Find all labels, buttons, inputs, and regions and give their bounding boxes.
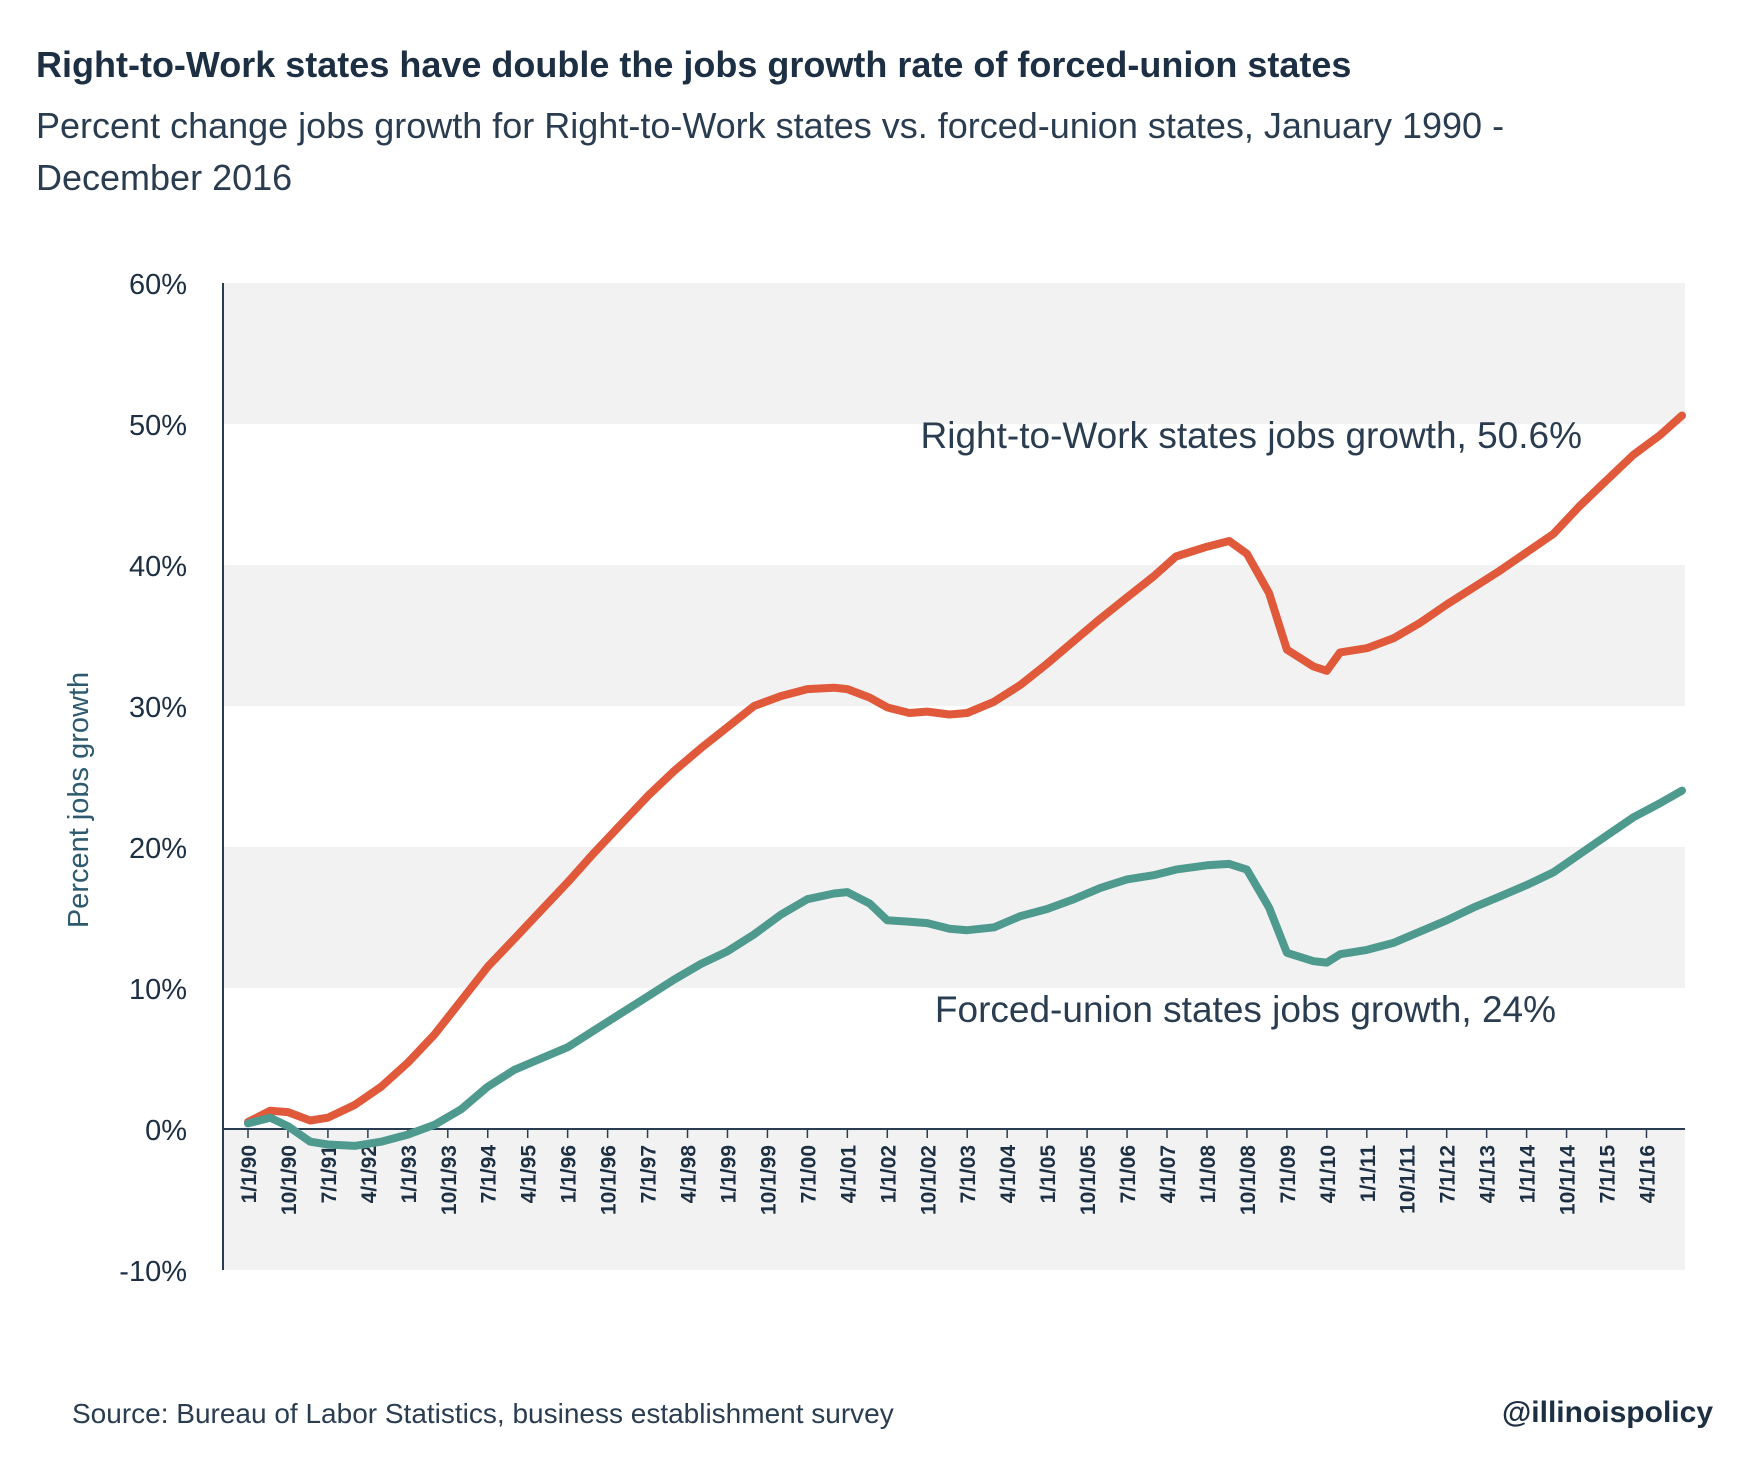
x-tick-label: 1/1/99: [717, 1145, 740, 1203]
grid-band-0: [223, 283, 1685, 424]
grid-band-1: [223, 565, 1685, 706]
x-tick-label: 1/1/08: [1197, 1145, 1220, 1204]
grid-bands: [223, 283, 1685, 1270]
x-tick-label: 10/1/14: [1557, 1145, 1580, 1215]
x-tick-label: 10/1/96: [598, 1145, 621, 1215]
x-tick-label: 4/1/01: [837, 1145, 860, 1204]
series-line-0: [244, 411, 1686, 1126]
x-tick-label: 4/1/07: [1157, 1145, 1180, 1203]
x-tick-label: 10/1/11: [1397, 1145, 1420, 1214]
y-tick-label: 40%: [129, 551, 187, 583]
x-tick-label: 4/1/13: [1477, 1145, 1500, 1203]
x-tick-label: 10/1/02: [917, 1145, 940, 1215]
x-tick-label: 10/1/99: [757, 1145, 780, 1215]
x-tick-label: 1/1/93: [398, 1145, 421, 1203]
y-tick-label: 10%: [129, 974, 187, 1006]
x-tick-label: 4/1/98: [678, 1145, 701, 1204]
x-axis: 1/1/90 10/1/90 7/1/91 4/1/92 1/1/93 10/1/93 7/…: [238, 1129, 1659, 1215]
x-tick-label: 1/1/14: [1517, 1145, 1540, 1204]
x-tick-label: 7/1/91: [318, 1145, 341, 1204]
x-tick-label: 10/1/08: [1237, 1145, 1260, 1215]
x-tick-label: 4/1/95: [518, 1145, 541, 1204]
x-tick-label: 1/1/05: [1037, 1145, 1060, 1204]
x-tick-label: 1/1/11: [1357, 1145, 1380, 1203]
x-tick-label: 7/1/06: [1117, 1145, 1140, 1203]
annotations: Right-to-Work states jobs growth, 50.6% F…: [921, 415, 1582, 1030]
grid-band-3: [223, 1129, 1685, 1270]
x-tick-label: 7/1/12: [1437, 1145, 1460, 1203]
x-tick-label: 7/1/94: [478, 1145, 501, 1204]
x-tick-label: 4/1/92: [358, 1145, 381, 1203]
x-tick-label: 1/1/96: [558, 1145, 581, 1203]
x-tick-label: 4/1/10: [1317, 1145, 1340, 1203]
x-tick-label: 7/1/15: [1597, 1145, 1620, 1204]
y-tick-label: 0%: [145, 1115, 187, 1147]
y-axis-ticks: 60% 50% 40% 30% 20% 10% 0% -10%: [119, 269, 187, 1288]
x-tick-label: 7/1/03: [957, 1145, 980, 1203]
x-tick-label: 10/1/93: [438, 1145, 461, 1215]
brand-handle: @illinoispolicy: [1502, 1396, 1713, 1429]
y-axis-label: Percent jobs growth: [63, 672, 95, 928]
x-tick-label: 10/1/05: [1077, 1145, 1100, 1215]
series-lines: [244, 411, 1686, 1150]
x-tick-label: 4/1/16: [1636, 1145, 1659, 1203]
y-tick-label: 20%: [129, 833, 187, 865]
x-tick-label: 10/1/90: [278, 1145, 301, 1215]
grid-band-2: [223, 847, 1685, 988]
x-tick-label: 1/1/90: [238, 1145, 261, 1203]
chart-title: Right-to-Work states have double the job…: [36, 44, 1352, 85]
source-note: Source: Bureau of Labor Statistics, busi…: [72, 1398, 894, 1429]
x-tick-label: 7/1/97: [638, 1145, 661, 1203]
axis-lines: [222, 283, 1685, 1270]
y-tick-label: 50%: [129, 410, 187, 442]
x-tick-label: 1/1/02: [877, 1145, 900, 1203]
x-tick-label: 7/1/09: [1277, 1145, 1300, 1203]
y-tick-label: 30%: [129, 692, 187, 724]
y-tick-label: 60%: [129, 269, 187, 301]
y-tick-label: -10%: [119, 1256, 187, 1288]
chart-subtitle: Percent change jobs growth for Right-to-…: [36, 105, 1505, 198]
x-tick-label: 4/1/04: [997, 1145, 1020, 1204]
series-annotation-0: Right-to-Work states jobs growth, 50.6%: [921, 415, 1582, 456]
x-tick-label: 7/1/00: [797, 1145, 820, 1203]
series-annotation-1: Forced-union states jobs growth, 24%: [935, 989, 1556, 1030]
series-line-1: [244, 786, 1686, 1150]
